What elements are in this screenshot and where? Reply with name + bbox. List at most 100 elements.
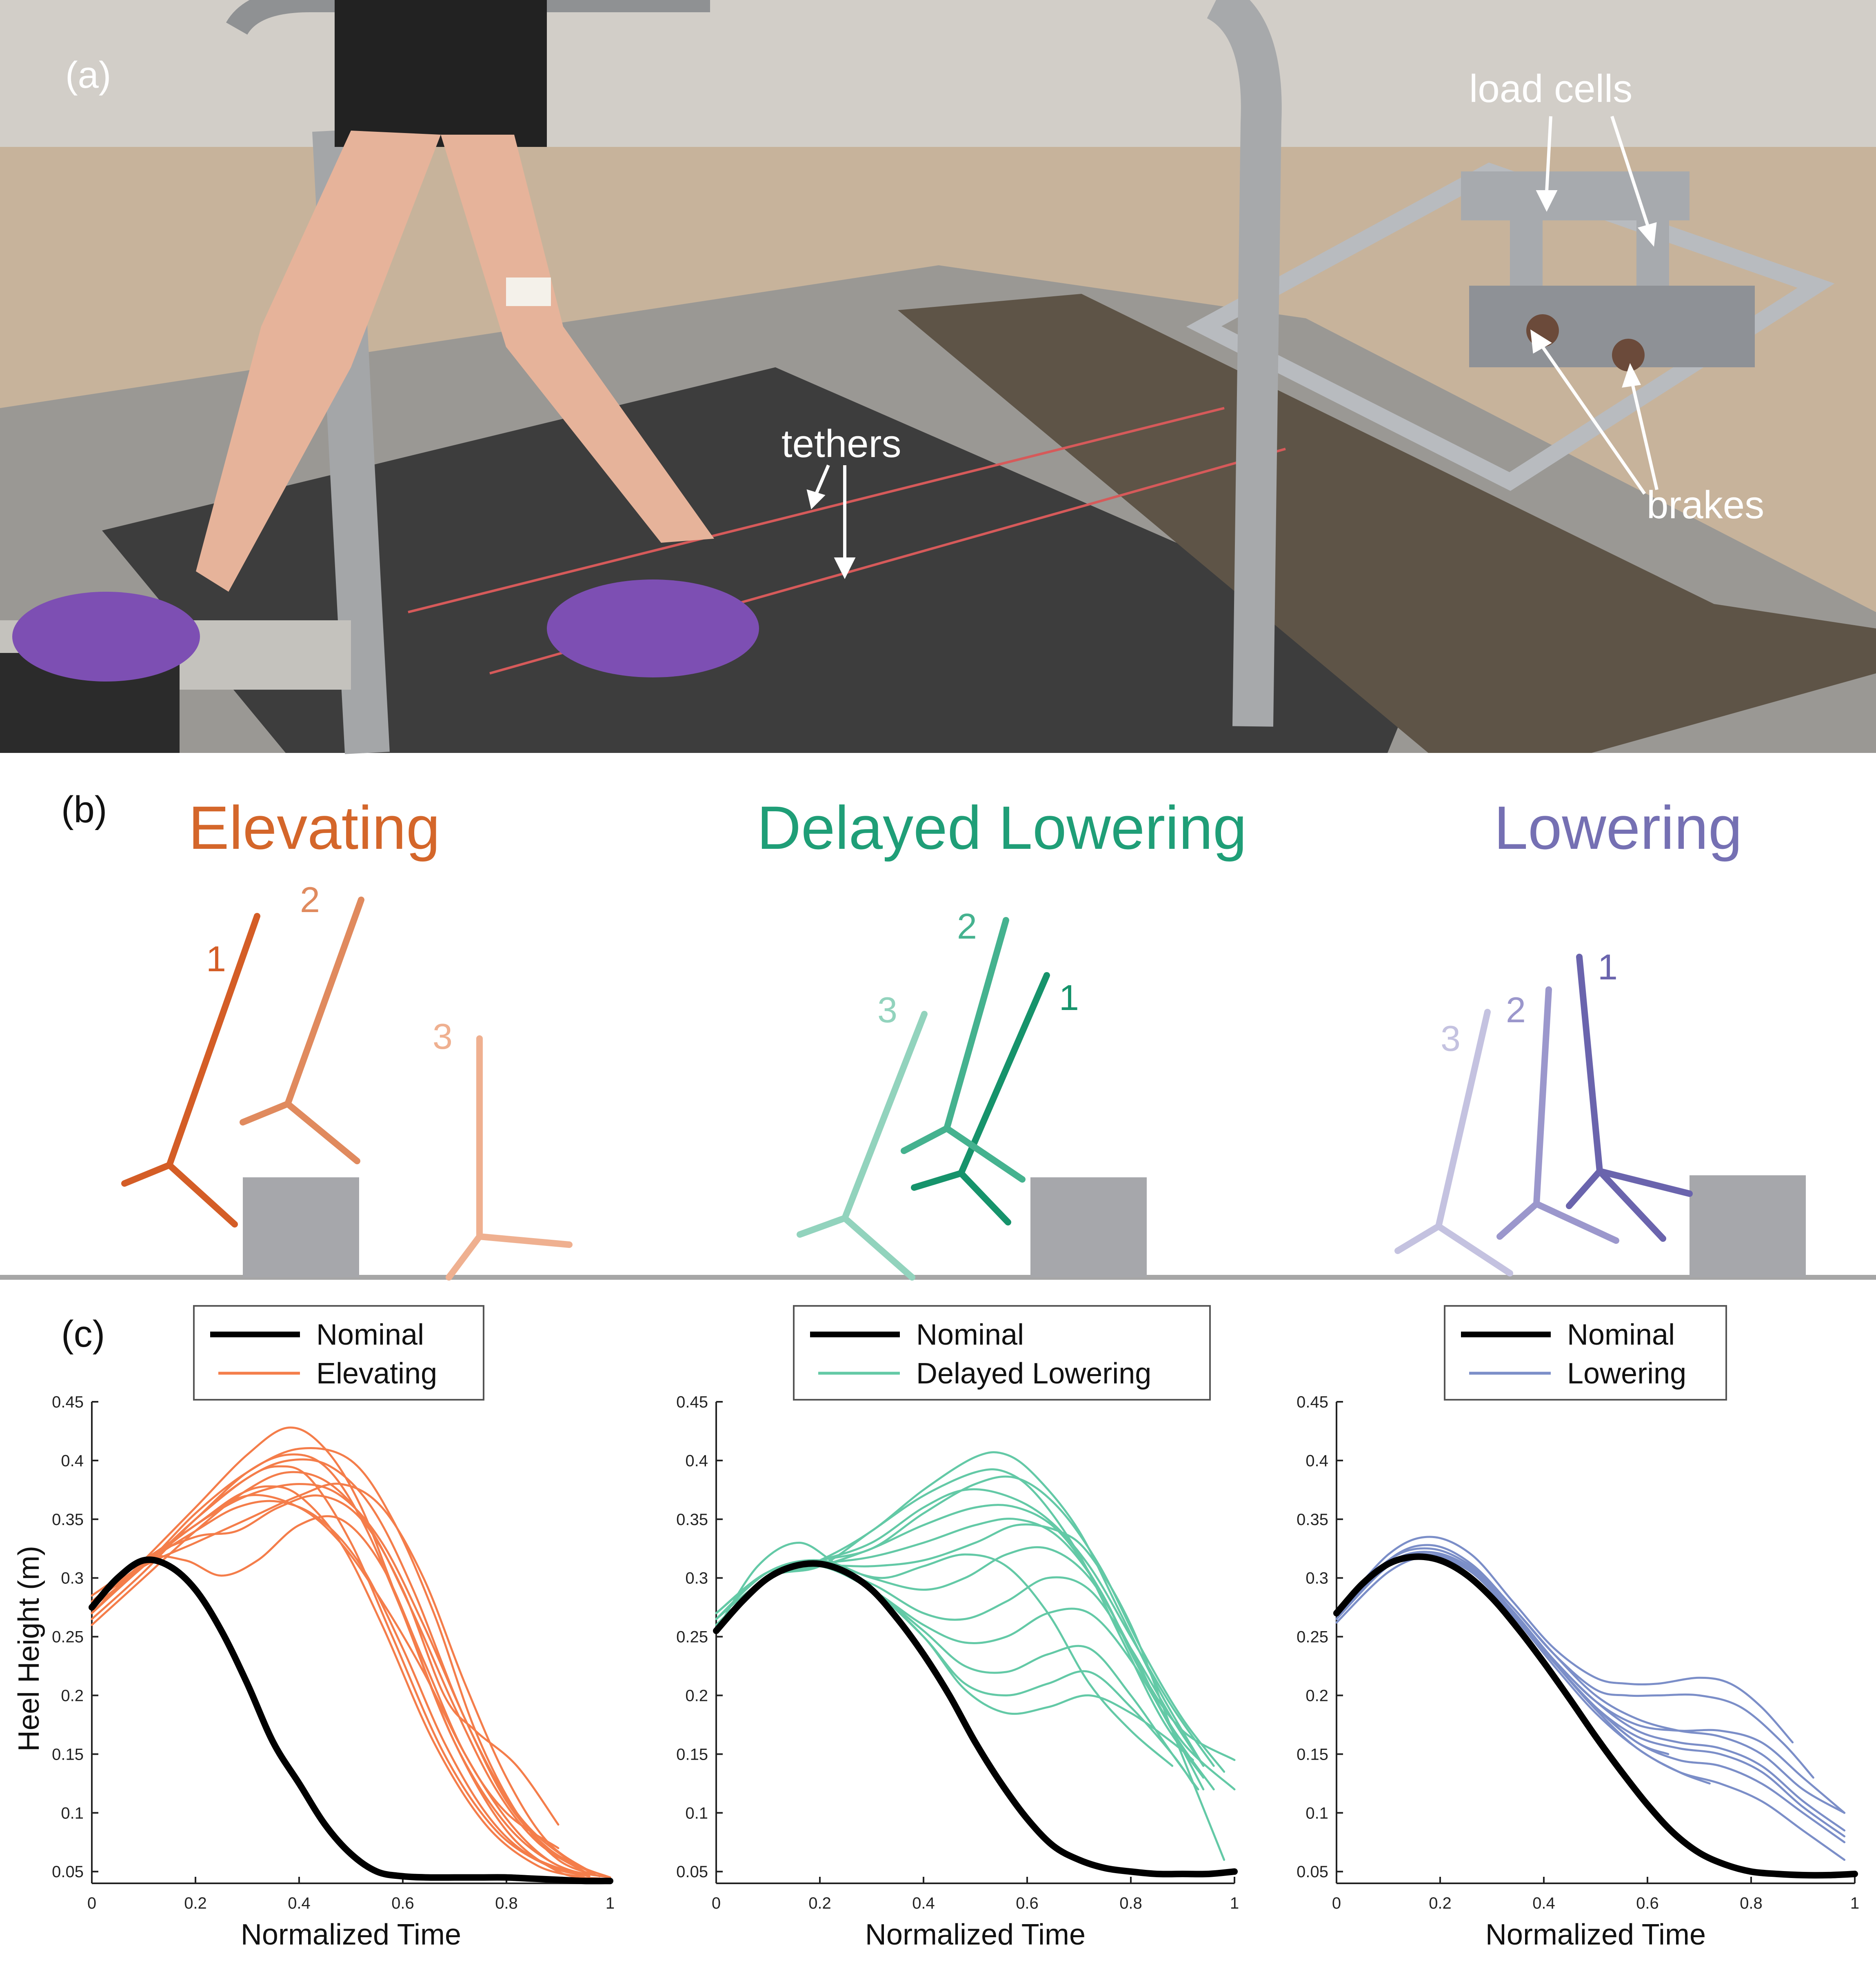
y-tick-label: 0.4	[61, 1452, 84, 1470]
step-number-delayed-lowering-2: 2	[957, 906, 977, 946]
panel-c: (c) Heel Height (m) 0 0.2 0.4 0.6 0.8 1 0.05 0.…	[13, 1305, 1859, 1951]
trial-line-8	[715, 1565, 1205, 1767]
legend-box	[193, 1305, 484, 1401]
nominal-line	[89, 1556, 613, 1885]
obstacle-delayed-lowering	[1030, 1177, 1147, 1277]
x-tick-label: 0.4	[912, 1894, 935, 1912]
step-number-elevating-2: 2	[300, 879, 320, 920]
x-axis-label: Normalized Time	[241, 1918, 461, 1951]
x-tick-label: 0	[712, 1894, 721, 1912]
y-tick-label: 0.45	[52, 1393, 84, 1411]
leg-pose-3	[446, 1035, 573, 1281]
schematic-lowering: Lowering 1 2 3	[1394, 793, 1806, 1277]
y-tick-label: 0.4	[685, 1452, 708, 1470]
x-axis-label: Normalized Time	[865, 1918, 1086, 1951]
trial-line-6	[91, 1483, 596, 1875]
y-tick-label: 0.05	[676, 1863, 708, 1881]
trial-line-2	[91, 1453, 601, 1880]
trial-line-7	[715, 1546, 1215, 1791]
y-tick-label: 0.25	[1297, 1628, 1328, 1646]
y-tick-label: 0.3	[61, 1570, 84, 1587]
annotation-load-cells: load cells	[1469, 67, 1632, 111]
y-tick-label: 0.15	[676, 1745, 708, 1763]
step-number-lowering-3: 3	[1441, 1018, 1461, 1059]
legend-label-nominal: Nominal	[1567, 1319, 1675, 1351]
chart-2: 0 0.2 0.4 0.6 0.8 1 0.05 0.1 0.15 0.2 0.25 0.3 0.35 0…	[676, 1305, 1239, 1951]
y-tick-label: 0.45	[676, 1393, 708, 1411]
x-tick-label: 0	[87, 1894, 96, 1912]
y-tick-label: 0.2	[685, 1687, 708, 1705]
leg-pose-2	[240, 897, 364, 1164]
annotation-arrows	[806, 115, 1658, 579]
panel-c-label: (c)	[61, 1313, 105, 1355]
y-tick-label: 0.45	[1297, 1393, 1328, 1411]
y-tick-label: 0.25	[676, 1628, 708, 1646]
step-number-delayed-lowering-3: 3	[877, 990, 897, 1030]
leg-pose-1	[1566, 954, 1693, 1242]
step-number-elevating-3: 3	[433, 1016, 453, 1057]
y-axis-label: Heel Height (m)	[13, 1546, 45, 1752]
x-tick-label: 0.8	[1740, 1894, 1763, 1912]
schematic-elevating: Elevating 1 2 3	[121, 793, 573, 1281]
leg-pose-1	[911, 972, 1050, 1225]
trial-line-9	[715, 1563, 1205, 1791]
participant-legs	[12, 0, 759, 682]
trial-line-8	[91, 1494, 559, 1826]
trial-line-10	[91, 1447, 601, 1878]
nominal-line	[1333, 1553, 1858, 1879]
annotation-brakes: brakes	[1647, 483, 1764, 527]
step-number-elevating-1: 1	[206, 939, 226, 979]
condition-title-delayed-lowering: Delayed Lowering	[757, 793, 1247, 862]
y-tick-label: 0.35	[1297, 1511, 1328, 1529]
schematic-delayed-lowering: Delayed Lowering 1 2 3	[757, 793, 1247, 1281]
y-tick-label: 0.05	[1297, 1863, 1328, 1881]
leg-pose-2	[1496, 986, 1619, 1244]
trial-line-12	[715, 1565, 1194, 1761]
y-tick-label: 0.2	[1305, 1687, 1328, 1705]
legend-label-nominal: Nominal	[316, 1319, 424, 1351]
legend-label-perturbed: Lowering	[1567, 1357, 1686, 1390]
y-tick-label: 0.25	[52, 1628, 84, 1646]
y-tick-label: 0.1	[1305, 1804, 1328, 1822]
y-tick-label: 0.05	[52, 1863, 84, 1881]
legend-label-nominal: Nominal	[916, 1319, 1024, 1351]
trial-line-12	[91, 1471, 585, 1873]
obstacle-elevating	[243, 1177, 359, 1277]
y-tick-label: 0.1	[61, 1804, 84, 1822]
y-tick-label: 0.3	[685, 1570, 708, 1587]
step-number-lowering-2: 2	[1506, 990, 1526, 1030]
trial-line-13	[91, 1494, 591, 1878]
x-tick-label: 0.8	[1119, 1894, 1142, 1912]
y-tick-label: 0.35	[52, 1511, 84, 1529]
x-tick-label: 0.2	[808, 1894, 831, 1912]
x-tick-label: 0.6	[1636, 1894, 1659, 1912]
legend-label-perturbed: Delayed Lowering	[916, 1357, 1151, 1390]
annotation-tethers: tethers	[781, 422, 901, 466]
x-tick-label: 0.4	[1532, 1894, 1555, 1912]
condition-title-elevating: Elevating	[188, 793, 440, 862]
panel-a-photo: (a) load cells tethers brakes	[0, 0, 1876, 754]
legend-label-perturbed: Elevating	[316, 1357, 437, 1390]
legend-box	[1444, 1305, 1727, 1401]
x-tick-label: 0.2	[184, 1894, 207, 1912]
y-tick-label: 0.1	[685, 1804, 708, 1822]
panel-b-label: (b)	[61, 789, 107, 830]
panel-a-label: (a)	[65, 54, 111, 96]
y-tick-label: 0.4	[1305, 1452, 1328, 1470]
nominal-line	[713, 1560, 1238, 1878]
trial-line-7	[1335, 1551, 1670, 1755]
trial-line-2	[1335, 1544, 1814, 1779]
trial-line-1	[91, 1426, 611, 1879]
chart-1: 0 0.2 0.4 0.6 0.8 1 0.05 0.1 0.15 0.2 0.25 0.3 0.35 0…	[52, 1305, 615, 1951]
y-tick-label: 0.2	[61, 1687, 84, 1705]
trial-line-14	[715, 1541, 1174, 1767]
y-tick-label: 0.3	[1305, 1570, 1328, 1587]
x-tick-label: 0.2	[1429, 1894, 1452, 1912]
tether-line-1	[408, 407, 1225, 613]
chart-3: 0 0.2 0.4 0.6 0.8 1 0.05 0.1 0.15 0.2 0.25 0.3 0.35 0…	[1297, 1305, 1859, 1951]
obstacle-lowering	[1690, 1175, 1806, 1277]
leg-pose-2	[901, 917, 1026, 1183]
trial-line-3	[1335, 1547, 1846, 1814]
trial-line-11	[715, 1565, 1194, 1785]
trial-line-6	[1335, 1553, 1846, 1861]
